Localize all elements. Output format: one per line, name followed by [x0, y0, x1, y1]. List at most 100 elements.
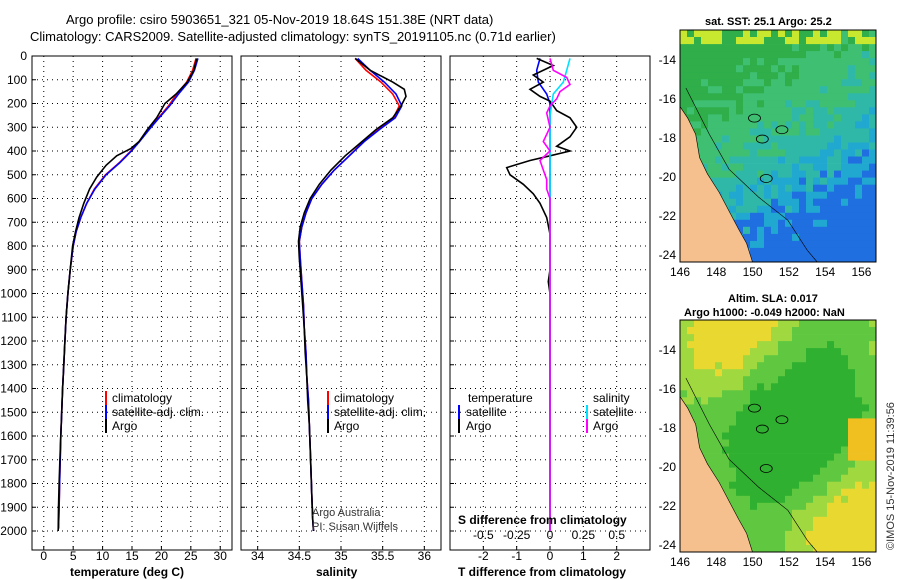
- legend-t-argo: Argo: [466, 419, 492, 433]
- map-cell: [869, 163, 877, 171]
- map-x-tick-label: 156: [851, 265, 871, 279]
- map-cell: [862, 439, 870, 447]
- map-cell: [799, 446, 807, 454]
- map-cell: [827, 44, 835, 52]
- map-cell: [820, 509, 828, 518]
- map-cell: [771, 226, 779, 235]
- map-cell: [715, 334, 723, 342]
- map-cell: [827, 184, 835, 193]
- map-cell: [722, 163, 730, 171]
- map-cell: [869, 355, 877, 363]
- map-cell: [806, 37, 814, 45]
- map-cell: [743, 184, 751, 193]
- map-cell: [827, 453, 835, 461]
- map-cell: [708, 348, 716, 356]
- map-cell: [855, 121, 863, 129]
- map-cell: [778, 233, 786, 242]
- map-cell: [750, 72, 758, 80]
- map-cell: [827, 149, 835, 157]
- map-cell: [820, 170, 828, 178]
- depth-tick-label: 1700: [0, 453, 27, 467]
- map-cell: [827, 86, 835, 94]
- map-cell: [771, 341, 779, 349]
- map-cell: [743, 474, 751, 483]
- map-cell: [722, 135, 730, 143]
- map-cell: [708, 355, 716, 363]
- map-cell: [792, 369, 800, 377]
- map-cell: [736, 72, 744, 80]
- map-cell: [862, 191, 870, 200]
- map-cell: [736, 404, 744, 412]
- map-cell: [848, 79, 856, 87]
- map-cell: [806, 247, 814, 256]
- map-cell: [792, 467, 800, 475]
- map-cell: [855, 362, 863, 370]
- map-cell: [869, 376, 877, 384]
- map-cell: [792, 226, 800, 235]
- map-cell: [799, 198, 807, 207]
- map-cell: [841, 545, 849, 553]
- map-cell: [834, 247, 842, 256]
- map-cell: [862, 425, 870, 433]
- map-cell: [764, 530, 772, 539]
- map-cell: [806, 523, 814, 532]
- map-cell: [694, 404, 702, 412]
- map-cell: [778, 121, 786, 129]
- series-line-salinity-argo: [539, 58, 572, 531]
- map-cell: [750, 362, 758, 370]
- map-cell: [820, 121, 828, 129]
- difference-legend: temperature satellite Argo salinity sate…: [458, 391, 634, 433]
- map-cell: [757, 474, 765, 483]
- depth-tick-label: 1200: [0, 334, 27, 348]
- map-cell: [757, 135, 765, 143]
- map-cell: [778, 93, 786, 101]
- map-cell: [785, 376, 793, 384]
- map-cell: [855, 467, 863, 475]
- map-cell: [764, 383, 772, 391]
- map-cell: [729, 121, 737, 129]
- map-cell: [764, 226, 772, 235]
- map-cell: [848, 184, 856, 193]
- map-cell: [834, 156, 842, 164]
- map-cell: [694, 390, 702, 398]
- map-cell: [708, 320, 716, 328]
- map-cell: [743, 135, 751, 143]
- map-cell: [701, 93, 709, 101]
- map-cell: [820, 255, 828, 263]
- map-cell: [785, 170, 793, 178]
- map-cell: [764, 523, 772, 532]
- map-cell: [722, 390, 730, 398]
- map-cell: [869, 320, 877, 328]
- map-cell: [855, 149, 863, 157]
- map-cell: [729, 362, 737, 370]
- map-cell: [722, 37, 730, 45]
- map-cell: [869, 128, 877, 136]
- map-cell: [848, 58, 856, 66]
- map-cell: [820, 460, 828, 468]
- map-cell: [848, 247, 856, 256]
- map-cell: [715, 383, 723, 391]
- map-cell: [834, 488, 842, 497]
- map-cell: [827, 495, 835, 504]
- map-cell: [701, 327, 709, 335]
- map-cell: [757, 453, 765, 461]
- map-cell: [862, 121, 870, 129]
- map-cell: [715, 79, 723, 87]
- map-cell: [806, 65, 814, 73]
- map-cell: [743, 376, 751, 384]
- map-cell: [869, 537, 877, 546]
- map-cell: [862, 467, 870, 475]
- map-cell: [729, 383, 737, 391]
- map-cell: [771, 163, 779, 171]
- map-cell: [778, 530, 786, 539]
- map-cell: [771, 121, 779, 129]
- map-cell: [869, 348, 877, 356]
- map-cell: [813, 156, 821, 164]
- map-cell: [715, 362, 723, 370]
- map-cell: [792, 545, 800, 553]
- map-cell: [736, 30, 744, 38]
- map-cell: [729, 135, 737, 143]
- map-cell: [743, 460, 751, 468]
- sla-map: Altim. SLA: 0.017 Argo h1000: -0.049 h20…: [659, 293, 877, 569]
- map-cell: [715, 149, 723, 157]
